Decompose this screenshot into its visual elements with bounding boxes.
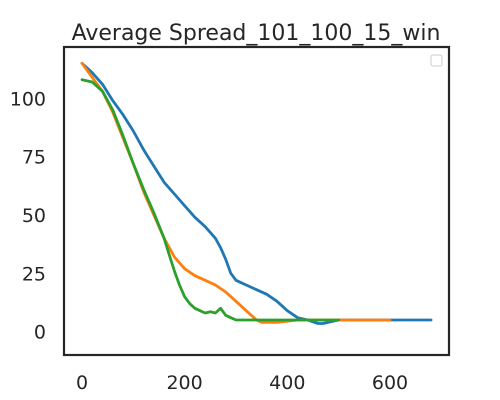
y-tick-label: 50 (22, 205, 46, 227)
y-axis-ticks: 0 25 50 75 100 (10, 88, 46, 343)
y-tick-label: 0 (34, 322, 46, 344)
y-tick-label: 75 (22, 147, 46, 169)
series-layer (80, 61, 433, 325)
series-line-1 (80, 61, 433, 325)
legend-box (430, 54, 443, 67)
series-line-3 (80, 78, 340, 322)
x-tick-label: 0 (76, 372, 88, 394)
y-tick-label: 100 (10, 88, 46, 110)
series-line-2 (80, 61, 392, 324)
chart-title: Average Spread_101_100_15_win (72, 21, 441, 46)
y-tick-label: 25 (22, 263, 46, 285)
x-tick-label: 400 (269, 372, 305, 394)
x-tick-label: 600 (372, 372, 408, 394)
plot-area (62, 45, 451, 357)
x-tick-label: 200 (166, 372, 202, 394)
x-axis-ticks: 0 200 400 600 (76, 372, 408, 394)
